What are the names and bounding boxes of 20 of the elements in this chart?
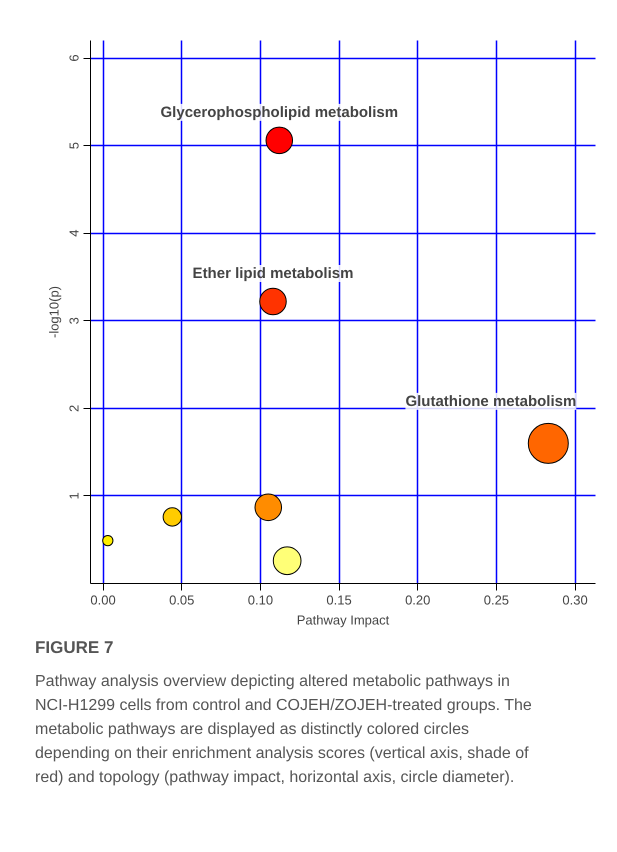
y-axis-title: -log10(p): [46, 286, 62, 338]
x-tick-label: 0.25: [484, 592, 510, 608]
annotation: Glutathione metabolism: [405, 392, 576, 410]
x-tick-label: 0.10: [248, 592, 274, 608]
x-tick-label: 0.00: [90, 592, 116, 608]
x-tick-label: 0.05: [169, 592, 194, 608]
y-tick-label: 4: [66, 230, 82, 237]
y-tick-label: 3: [66, 317, 82, 324]
y-tick-label: 2: [66, 404, 82, 412]
y-tick-label: 1: [66, 492, 82, 500]
annotation: Glycerophospholipid metabolism: [160, 104, 398, 121]
annotation: Ether lipid metabolism: [192, 264, 354, 282]
y-tick-label: 6: [66, 54, 82, 62]
x-axis-title: Pathway Impact: [296, 612, 390, 628]
caption: FIGURE 7: [35, 637, 114, 659]
text: Pathway analysis overview depicting altered metabolic pathways in NCI-H1299 cells from control and COJEH/ZOJEH-treated groups. The metabolic pathways are displayed as distinctly colored circles depending on their enrichment analysis scores (vertical axis, shade of red) and topology (pathway impact, horizontal axis, circle diameter).: [35, 672, 533, 788]
y-tick-label: 5: [66, 142, 82, 150]
x-tick-label: 0.30: [562, 592, 588, 608]
x-tick-label: 0.15: [326, 592, 352, 608]
x-tick-label: 0.20: [405, 592, 430, 608]
